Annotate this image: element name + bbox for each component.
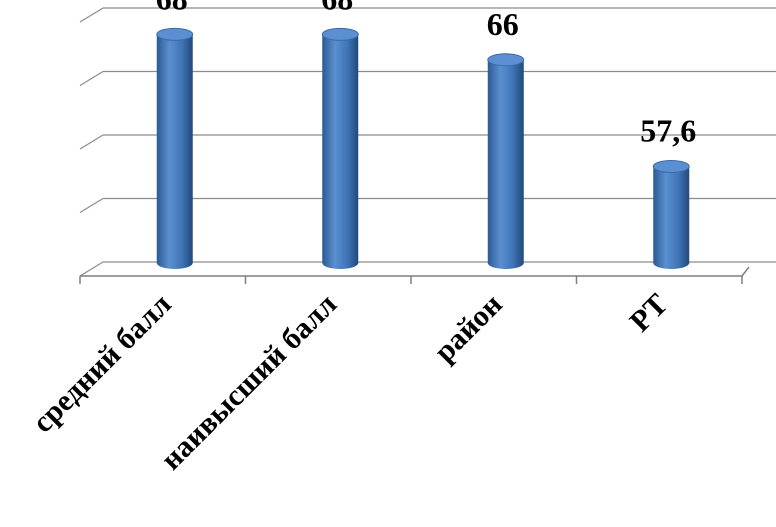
- data-label: 68: [156, 0, 188, 16]
- data-label: 68: [321, 0, 353, 16]
- gridline: [79, 7, 776, 23]
- x-tick-label: наивысший балл: [155, 288, 344, 477]
- x-tick-label: район: [428, 288, 509, 369]
- x-tick-label: РТ: [623, 288, 674, 339]
- x-tick-label: средний балл: [26, 288, 178, 440]
- bars: [156, 27, 690, 270]
- gridline: [79, 134, 776, 150]
- x-axis: [79, 266, 750, 284]
- bar: [156, 27, 194, 270]
- gridline: [79, 70, 776, 87]
- data-label: 57,6: [640, 112, 696, 148]
- data-label: 66: [487, 6, 519, 42]
- bar: [487, 53, 525, 269]
- gridlines: [79, 7, 776, 277]
- bar: [652, 159, 690, 269]
- data-labels: 68 68 66 57,6: [156, 0, 697, 148]
- bar: [321, 27, 359, 270]
